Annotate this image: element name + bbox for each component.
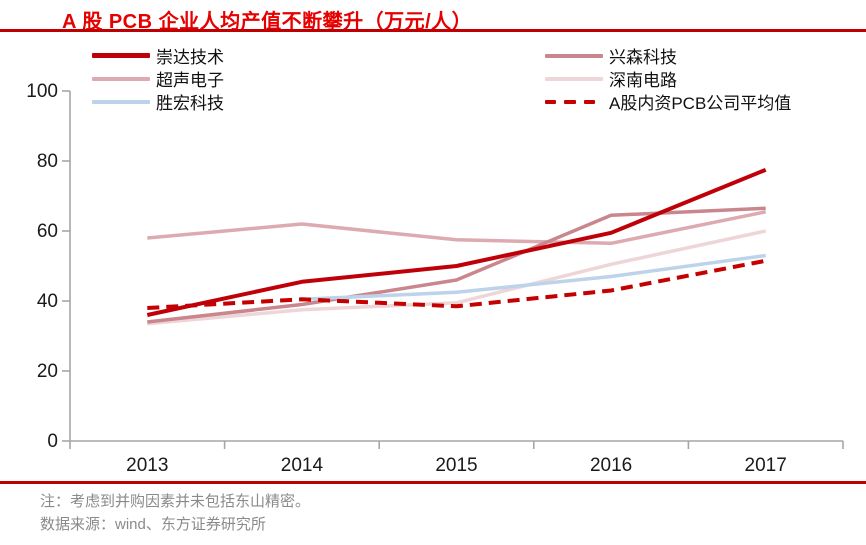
line-swatch-icon [92,76,150,81]
series-line [147,229,767,326]
y-tick-label: 20 [37,361,58,382]
line-swatch-icon [545,53,603,58]
y-tick-label: 60 [37,221,58,242]
legend-label: 胜宏科技 [156,94,224,113]
dashed-line-swatch-icon [545,99,603,104]
y-tick-label: 40 [37,291,58,312]
line-swatch-icon [92,53,150,58]
x-tick-label: 2016 [590,455,632,476]
x-tick-label: 2015 [435,455,477,476]
chart-title: A 股 PCB 企业人均产值不断攀升（万元/人） [62,11,473,33]
series-line [146,167,767,317]
x-tick-label: 2014 [281,455,324,476]
legend-item: 崇达技术 [92,46,224,67]
footnote: 注：考虑到并购因素并未包括东山精密。 [40,493,311,510]
legend-item: 深南电路 [545,69,791,90]
legend-right-column: 兴森科技深南电路 A股内资PCB公司平均值 [545,46,792,113]
y-tick-label: 80 [37,151,58,172]
y-tick-label: 0 [47,431,58,452]
legend-label: 超声电子 [156,71,224,90]
line-chart: 0 20 40 60 80 100 2013 2014 2015 2016 2017 [26,81,844,476]
series-line [147,210,767,246]
x-tick-label: 2013 [126,455,168,476]
legend-item: A股内资PCB公司平均值 [545,92,792,113]
legend-left-column: 崇达技术超声电子胜宏科技 [92,46,224,113]
series-line [301,253,766,302]
legend-label: 兴森科技 [609,48,677,67]
legend-label: 崇达技术 [156,48,224,67]
data-source: 数据来源：wind、东方证券研究所 [40,516,266,533]
series-line [147,258,767,310]
footer-divider [0,481,866,484]
line-swatch-icon [545,76,603,81]
line-swatch-icon [92,99,150,104]
legend-item: 胜宏科技 [92,92,224,113]
x-tick-label: 2017 [745,455,787,476]
y-tick-label: 100 [26,81,58,102]
legend-item: 兴森科技 [545,46,791,67]
legend-label: A股内资PCB公司平均值 [609,94,792,113]
title-divider [0,29,866,32]
legend-item: 超声电子 [92,69,224,90]
legend-label: 深南电路 [609,71,677,90]
